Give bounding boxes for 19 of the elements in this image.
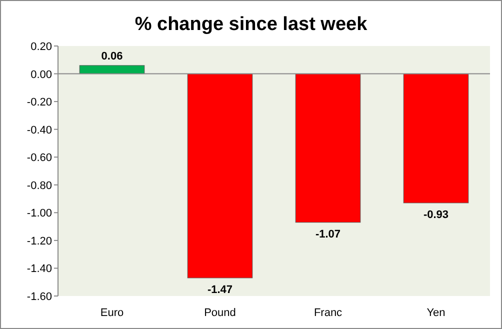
y-tick-label: -0.80	[26, 180, 52, 192]
x-tick-label: Euro	[100, 307, 124, 319]
y-tick-label: -1.60	[26, 291, 52, 303]
y-tick-label: -0.20	[26, 96, 52, 109]
data-label: 0.06	[101, 50, 123, 62]
chart-title: % change since last week	[134, 14, 368, 35]
data-label: -0.93	[423, 208, 449, 221]
data-label: -1.47	[207, 284, 233, 296]
y-tick-label: -1.20	[26, 235, 52, 248]
data-label: -1.07	[315, 228, 341, 240]
x-tick-label: Franc	[314, 307, 343, 319]
x-tick-label: Yen	[426, 307, 446, 319]
x-tick-label: Pound	[204, 307, 236, 319]
y-tick-label: -1.00	[26, 208, 52, 220]
y-tick-label: -0.60	[26, 152, 52, 164]
y-tick-label: 0.20	[30, 41, 52, 53]
y-tick-label: -1.40	[26, 263, 52, 276]
y-tick-label: -0.40	[26, 124, 52, 136]
y-tick-label: 0.00	[30, 68, 52, 81]
